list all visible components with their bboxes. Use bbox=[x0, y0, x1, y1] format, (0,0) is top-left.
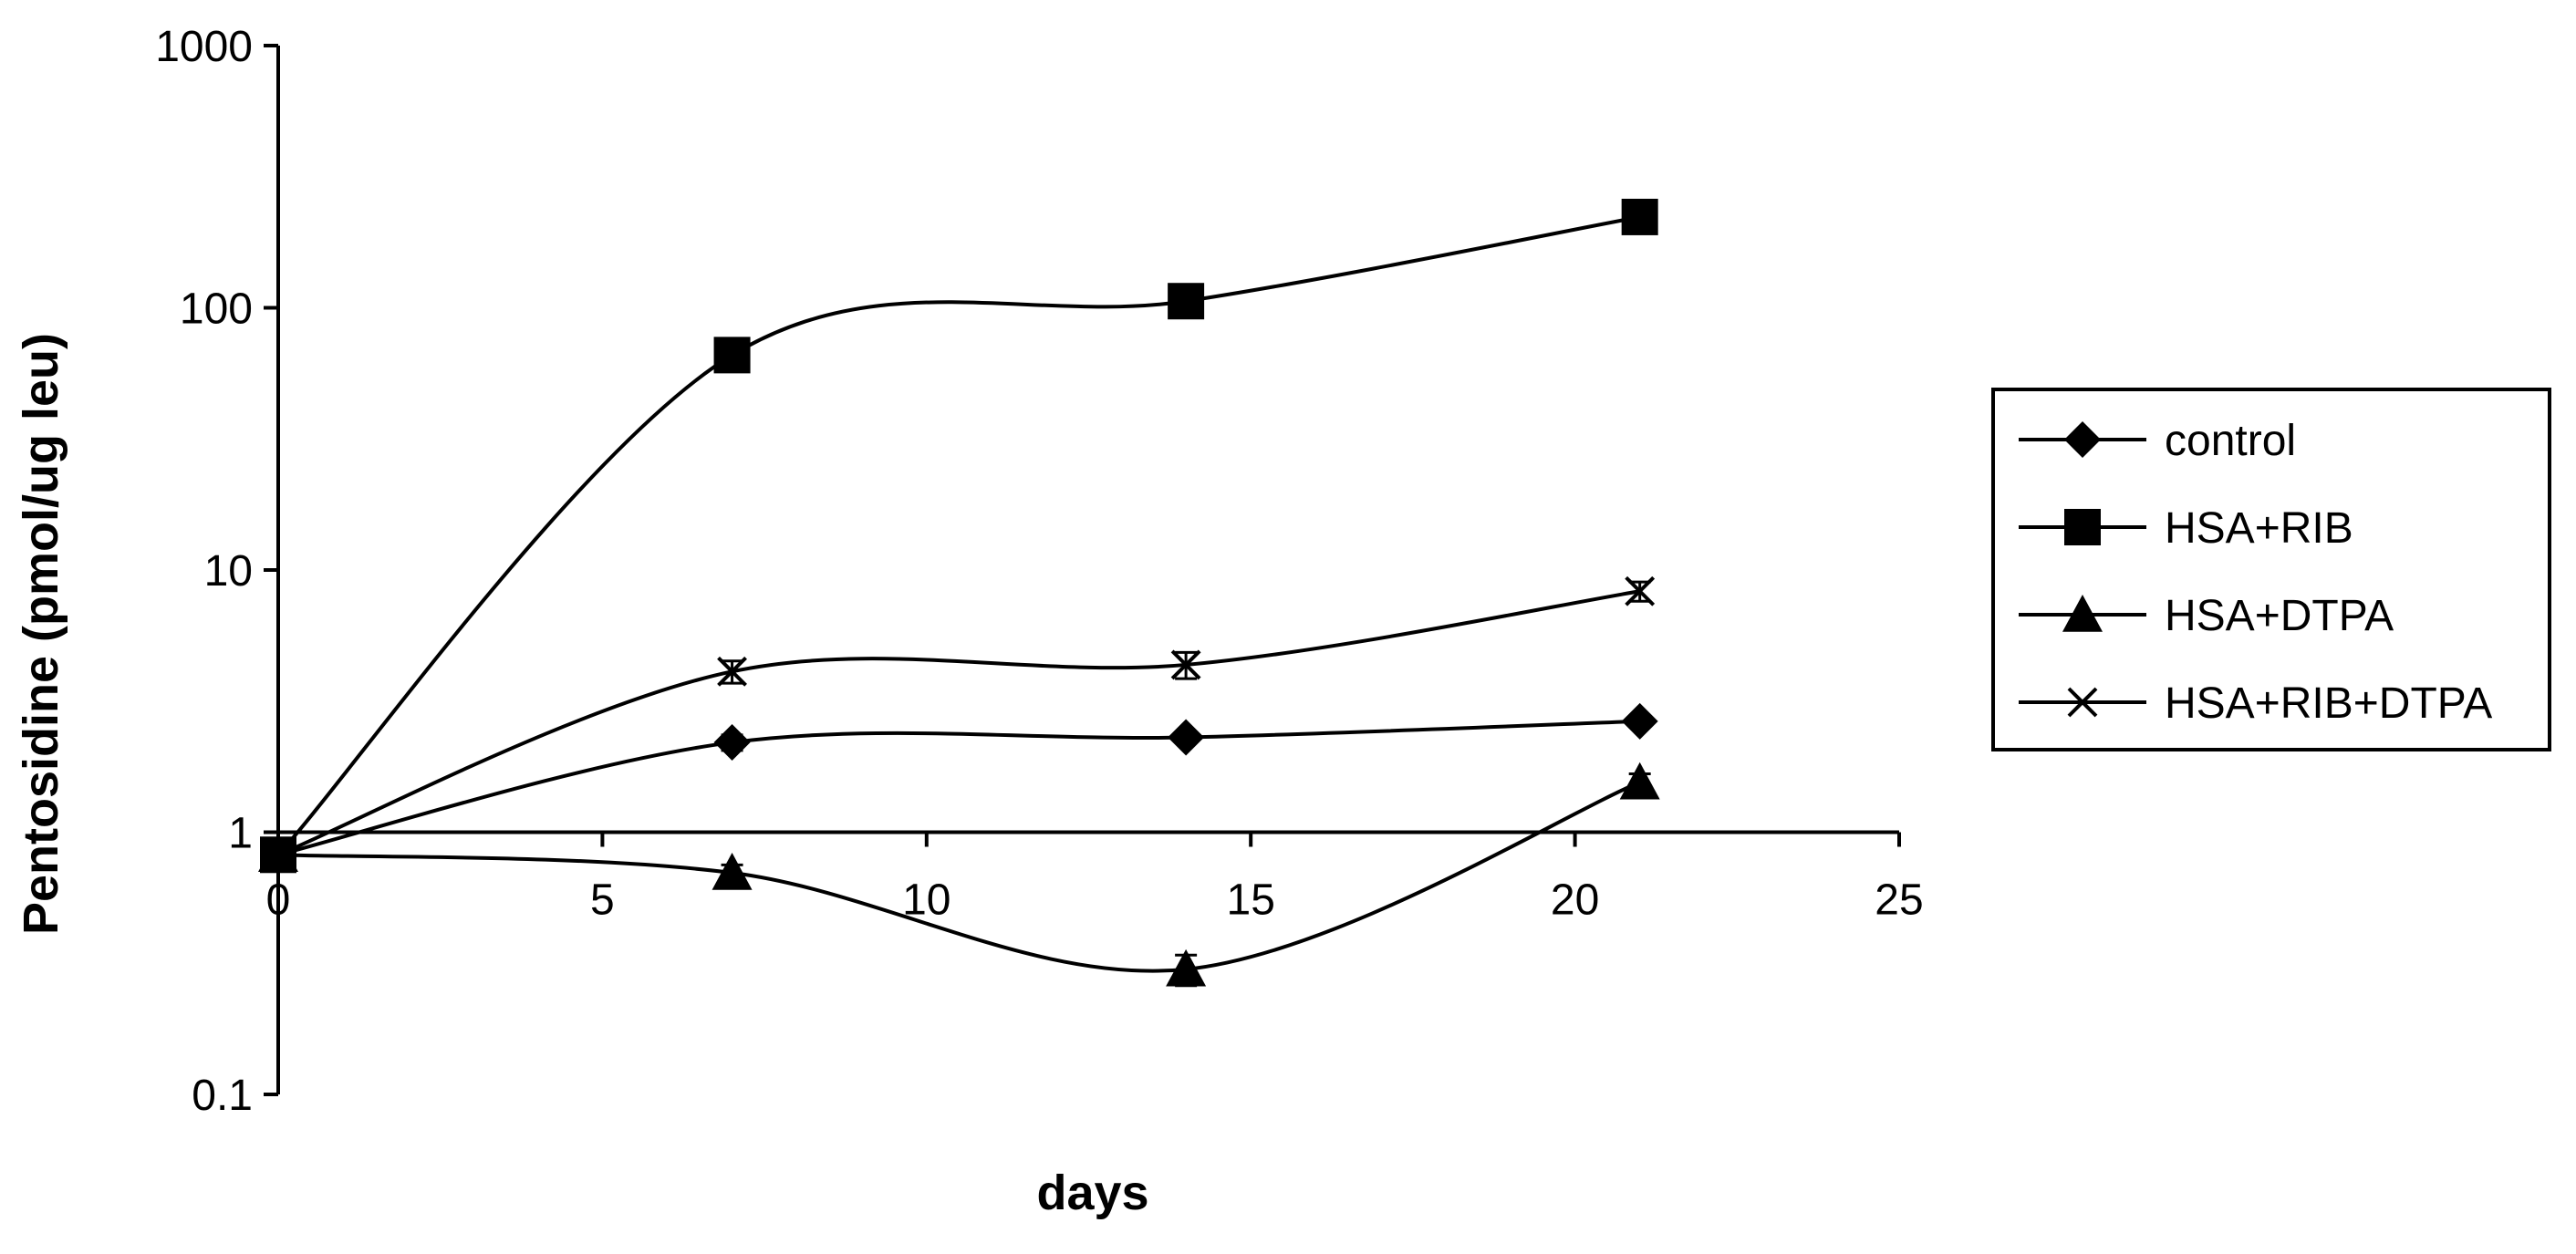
y-tick-label: 0.1 bbox=[192, 1072, 253, 1120]
y-axis-title: Pentosidine (pmol/ug leu) bbox=[14, 333, 68, 935]
data-point-hsa-dtpa bbox=[1166, 948, 1207, 987]
x-marker-stroke bbox=[2067, 687, 2098, 718]
data-point-hsa-rib-dtpa bbox=[717, 656, 747, 687]
x-marker-stroke bbox=[717, 656, 747, 687]
x-tick-label: 20 bbox=[1551, 876, 1599, 925]
data-point-control bbox=[713, 724, 751, 762]
legend-marker bbox=[2064, 509, 2101, 545]
x-tick-label: 0 bbox=[266, 876, 291, 925]
series-line-hsa-rib bbox=[276, 214, 1641, 856]
series-layer bbox=[258, 198, 1660, 988]
x-tick-label: 5 bbox=[590, 876, 615, 925]
legend-item-hsa-rib: HSA+RIB bbox=[2019, 504, 2353, 553]
legend-label: HSA+DTPA bbox=[2165, 592, 2394, 640]
legend-label: HSA+RIB+DTPA bbox=[2165, 679, 2492, 728]
x-tick-label: 15 bbox=[1227, 876, 1275, 925]
legend-label: HSA+RIB bbox=[2165, 504, 2353, 553]
data-point-hsa-rib bbox=[713, 337, 751, 374]
legend-marker bbox=[2064, 421, 2101, 458]
data-point-hsa-rib-dtpa bbox=[1625, 575, 1656, 606]
legend-label: control bbox=[2165, 417, 2296, 465]
legend-marker bbox=[2067, 687, 2098, 718]
x-marker-stroke bbox=[1170, 649, 1201, 680]
data-point-hsa-dtpa bbox=[712, 853, 753, 890]
data-point-hsa-rib-dtpa bbox=[1170, 649, 1201, 680]
x-marker-stroke bbox=[263, 839, 294, 870]
x-tick-label: 25 bbox=[1875, 876, 1923, 925]
data-point-hsa-rib bbox=[1621, 198, 1658, 235]
x-marker-stroke bbox=[1625, 575, 1656, 606]
legend-item-control: control bbox=[2019, 417, 2296, 465]
data-point-control bbox=[1621, 702, 1658, 740]
data-point-hsa-dtpa bbox=[1619, 762, 1660, 800]
legend: control HSA+RIB HSA+DTPA HSA+RIB+DTPA bbox=[1991, 388, 2551, 751]
series-hsa-rib-dtpa bbox=[263, 575, 1656, 870]
y-tick-label: 1 bbox=[228, 810, 253, 858]
legend-item-hsa-rib-dtpa: HSA+RIB+DTPA bbox=[2019, 679, 2492, 728]
data-point-control bbox=[1168, 719, 1205, 756]
plot-area: 0.1 1 10 100 1000 0 5 10 15 20 25 bbox=[155, 23, 1923, 1120]
legend-marker bbox=[2062, 595, 2103, 632]
data-point-hsa-rib bbox=[1168, 283, 1205, 320]
series-line-hsa-dtpa bbox=[277, 780, 1641, 973]
legend-item-hsa-dtpa: HSA+DTPA bbox=[2019, 592, 2394, 640]
y-tick-label: 100 bbox=[180, 285, 253, 334]
y-tick-label: 1000 bbox=[155, 23, 253, 71]
y-tick-label: 10 bbox=[204, 547, 253, 596]
x-tick-label: 10 bbox=[902, 876, 950, 925]
data-point-hsa-rib-dtpa bbox=[263, 839, 294, 870]
x-axis-title: days bbox=[1036, 1166, 1148, 1220]
series-line-control bbox=[277, 719, 1640, 857]
series-line-hsa-rib-dtpa bbox=[277, 589, 1641, 857]
